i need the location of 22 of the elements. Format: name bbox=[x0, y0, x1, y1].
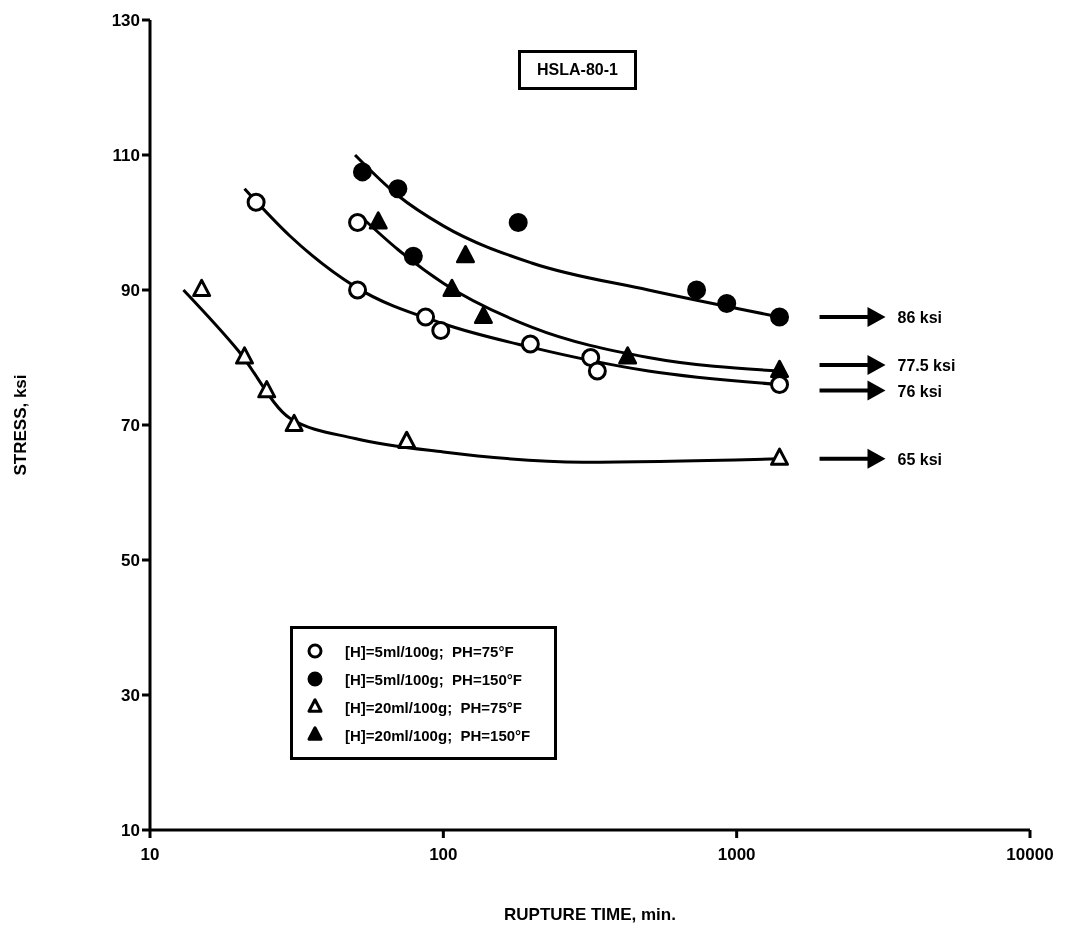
x-tick-label: 10 bbox=[140, 845, 160, 865]
y-axis-title: STRESS, ksi bbox=[11, 374, 31, 476]
y-tick-label: 30 bbox=[121, 686, 140, 706]
y-tick-label: 10 bbox=[121, 821, 140, 841]
annotation: 76 ksi bbox=[897, 382, 943, 400]
x-tick-label: 100 bbox=[429, 845, 458, 865]
y-tick-label: 110 bbox=[112, 146, 140, 166]
y-tick-label: 50 bbox=[121, 551, 140, 571]
x-tick-label: 1000 bbox=[717, 845, 756, 865]
annotation: 86 ksi bbox=[897, 309, 943, 326]
y-tick-label: 130 bbox=[111, 11, 140, 31]
x-tick-label: 10000 bbox=[1006, 845, 1054, 865]
y-tick-label: 70 bbox=[121, 416, 140, 436]
y-tick-label: 90 bbox=[121, 281, 140, 301]
legend-label: [H]=5ml/100g; PH=75°F bbox=[345, 642, 514, 660]
text: HSLA-80-1 bbox=[518, 50, 637, 90]
x-axis-title: RUPTURE TIME, min. bbox=[504, 905, 676, 924]
annotation: 77.5 ksi bbox=[897, 357, 956, 374]
legend-label: [H]=20ml/100g; PH=75°F bbox=[345, 698, 522, 716]
legend-label: [H]=5ml/100g; PH=150°F bbox=[345, 670, 522, 688]
legend-label: [H]=20ml/100g; PH=150°F bbox=[345, 726, 531, 744]
annotation: 65 ksi bbox=[897, 450, 943, 468]
